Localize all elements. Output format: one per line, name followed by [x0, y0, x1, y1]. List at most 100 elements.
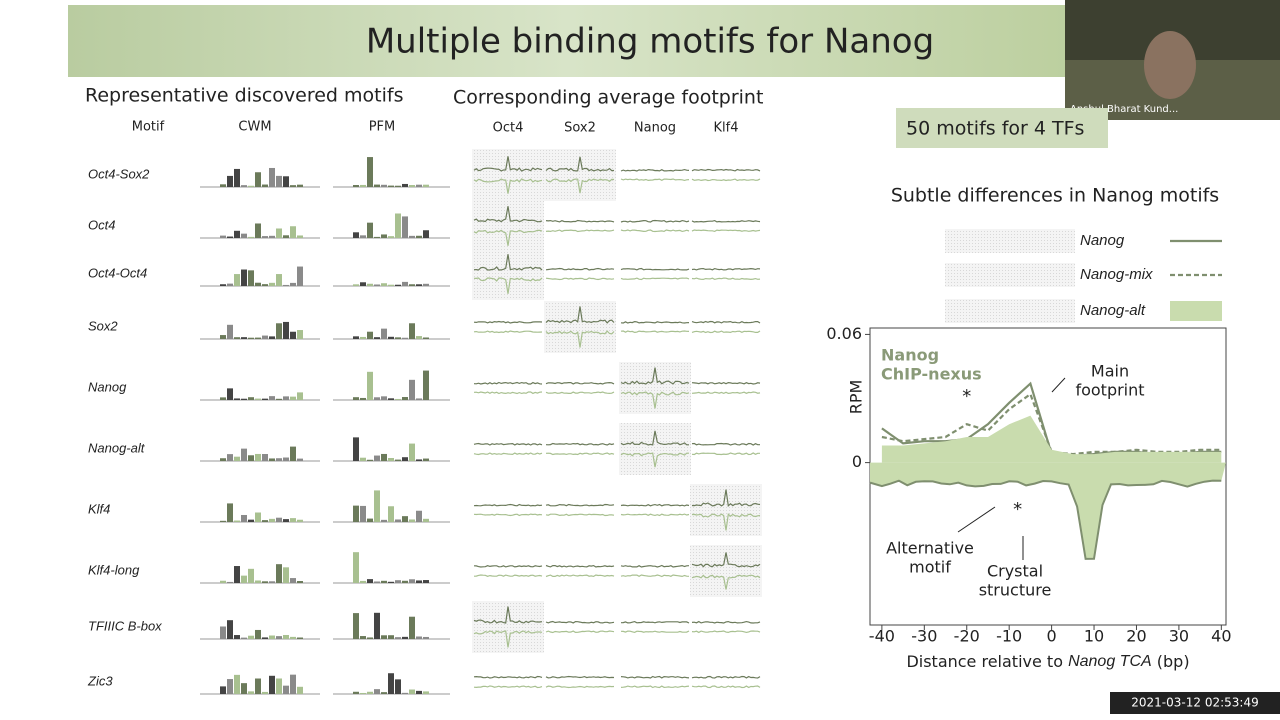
logo-letter	[374, 689, 380, 694]
logo-letter	[227, 581, 233, 583]
logo-letter	[423, 458, 429, 461]
logo-letter	[269, 167, 275, 187]
motif-name: Oct4	[88, 217, 115, 232]
annotation: *	[962, 386, 971, 407]
annotation: Main	[1091, 362, 1129, 381]
footprint-trace	[473, 206, 543, 223]
logo-letter	[227, 620, 233, 639]
logo-letter	[416, 580, 422, 583]
x-tick-label: 10	[1084, 627, 1104, 646]
logo-letter	[381, 635, 387, 639]
logo-letter	[283, 519, 289, 522]
logo-letter	[402, 397, 408, 400]
logo-letter	[227, 454, 233, 461]
annotation: *	[1013, 499, 1022, 520]
logo-letter	[409, 443, 415, 461]
motif-name: TFIIIC B-box	[88, 618, 162, 633]
footprint-trace	[691, 168, 761, 172]
logo-letter	[290, 446, 296, 461]
logo-letter	[290, 226, 296, 238]
logo-letter	[290, 331, 296, 339]
column-header: CWM	[238, 120, 271, 135]
logo-letter	[402, 216, 408, 238]
logo-letter	[220, 626, 226, 639]
logo-letter	[360, 336, 366, 339]
logo-letter	[402, 692, 408, 694]
logo-letter	[248, 568, 254, 583]
footprint-trace	[545, 178, 615, 194]
logo-letter	[360, 397, 366, 400]
logo-letter	[227, 324, 233, 339]
pointer	[1051, 377, 1066, 393]
logo-letter	[353, 232, 359, 238]
logo-letter	[283, 634, 289, 639]
logo-letter	[276, 228, 282, 238]
logo-letter	[255, 512, 261, 522]
logo-letter	[395, 398, 401, 400]
footprint-trace	[473, 685, 543, 689]
footprint-trace	[545, 219, 615, 223]
logo-letter	[234, 274, 240, 286]
series-area	[881, 415, 1222, 463]
logo-letter	[388, 284, 394, 286]
motif-name: Oct4-Sox2	[88, 166, 150, 181]
motif-name: Klf4-long	[88, 562, 140, 577]
logo-letter	[381, 283, 387, 286]
logo-letter	[241, 185, 247, 187]
logo-letter	[269, 518, 275, 522]
logo-letter	[297, 392, 303, 400]
logo-letter	[360, 580, 366, 583]
logo-letter	[283, 457, 289, 461]
logo-letter	[262, 454, 268, 461]
logo-letter	[248, 185, 254, 187]
logo-letter	[262, 691, 268, 694]
logo-letter	[297, 581, 303, 583]
footprint-trace	[473, 503, 543, 507]
annotation: structure	[979, 581, 1052, 600]
footprint-trace	[620, 574, 690, 578]
footprint-trace	[545, 277, 615, 281]
logo-letter	[248, 270, 254, 286]
logo-letter	[297, 458, 303, 461]
footprint-trace	[545, 330, 615, 348]
logo-letter	[248, 519, 254, 522]
footprint-trace	[545, 513, 615, 517]
footprint-trace	[620, 503, 690, 507]
logo-letter	[353, 437, 359, 461]
logo-letter	[367, 222, 373, 238]
logo-letter	[360, 282, 366, 286]
footprint-trace	[620, 564, 690, 568]
footprint-trace	[620, 685, 690, 689]
logo-letter	[269, 396, 275, 400]
logo-letter	[255, 172, 261, 187]
footprint-trace	[691, 512, 761, 531]
logo-letter	[374, 337, 380, 339]
footprint-trace	[620, 391, 690, 409]
column-header: Motif	[132, 120, 165, 135]
logo-letter	[220, 235, 226, 238]
logo-letter	[255, 629, 261, 639]
slide-title: Multiple binding motifs for Nanog	[366, 22, 934, 62]
badge	[896, 108, 1108, 148]
logo-letter	[241, 448, 247, 461]
logo-letter	[423, 230, 429, 238]
logo-letter	[395, 679, 401, 694]
logo-letter	[423, 580, 429, 583]
logo-letter	[381, 328, 387, 339]
logo-letter	[241, 683, 247, 694]
logo-letter	[381, 453, 387, 461]
annotation: ChIP-nexus	[881, 365, 982, 384]
logo-letter	[360, 457, 366, 461]
motif-name: Nanog-alt	[88, 440, 146, 455]
logo-letter	[423, 283, 429, 286]
footprint-trace	[545, 452, 615, 456]
logo-letter	[353, 505, 359, 522]
y-axis-label: RPM	[847, 380, 866, 415]
legend-logo	[945, 263, 1075, 287]
footprint-trace	[545, 503, 615, 507]
footprint-trace	[691, 178, 761, 182]
logo-letter	[234, 230, 240, 238]
logo-letter	[248, 455, 254, 461]
logo-letter	[353, 613, 359, 639]
